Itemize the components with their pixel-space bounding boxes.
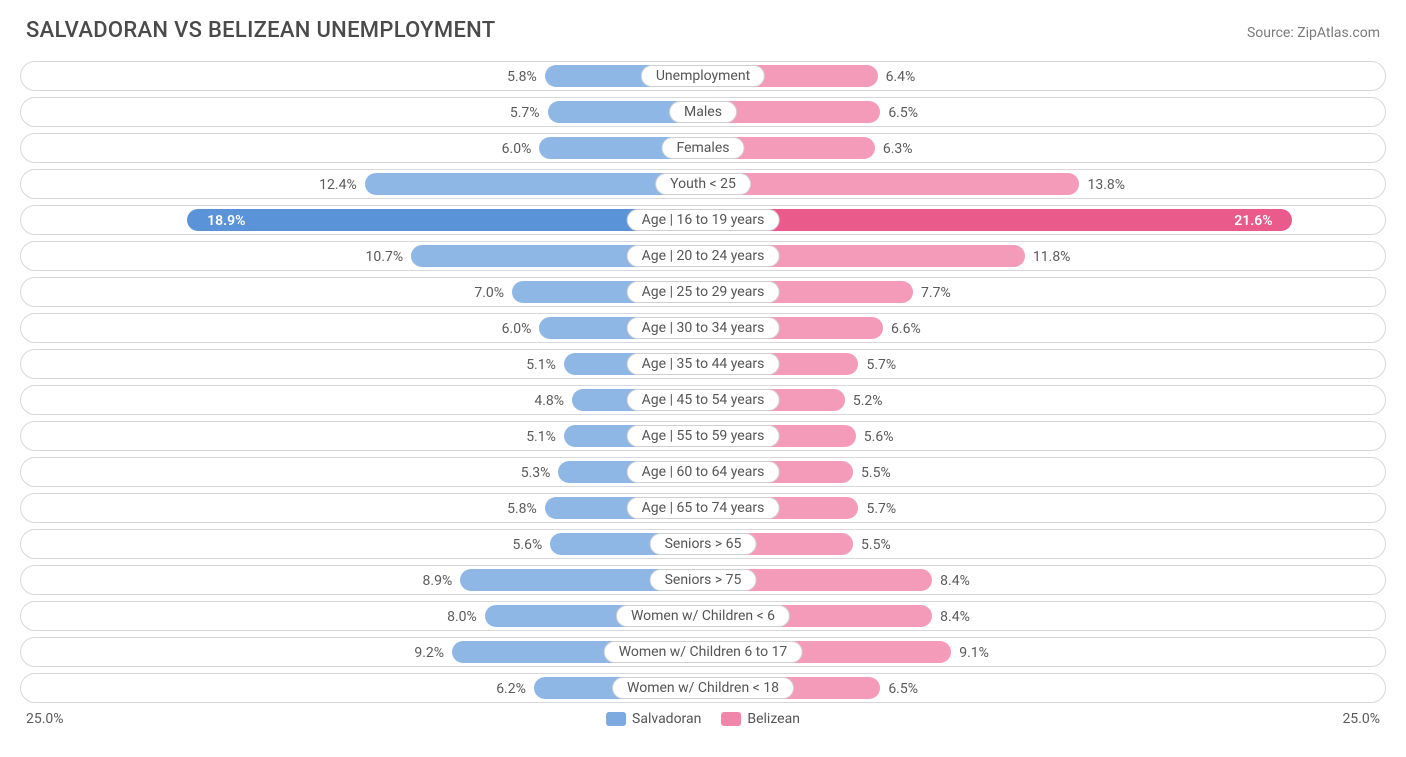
category-label: Women w/ Children < 18: [612, 677, 794, 699]
category-label: Age | 35 to 44 years: [627, 353, 780, 375]
value-right: 6.4%: [886, 62, 916, 90]
category-label: Age | 65 to 74 years: [627, 497, 780, 519]
value-right: 7.7%: [921, 278, 951, 306]
legend-label: Belizean: [747, 711, 800, 727]
chart-row: 5.1% 5.6% Age | 55 to 59 years: [20, 421, 1386, 451]
chart-row: 5.8% 5.7% Age | 65 to 74 years: [20, 493, 1386, 523]
chart-row: 5.7% 6.5% Males: [20, 97, 1386, 127]
category-label: Seniors > 65: [650, 533, 757, 555]
category-label: Age | 16 to 19 years: [627, 209, 780, 231]
bar-left: [187, 209, 703, 231]
value-left: 10.7%: [366, 242, 404, 270]
value-right: 5.7%: [866, 494, 896, 522]
value-right: 5.5%: [861, 530, 891, 558]
value-left: 5.1%: [526, 422, 556, 450]
value-right: 6.5%: [888, 98, 918, 126]
chart-source: Source: ZipAtlas.com: [1247, 25, 1380, 41]
chart-legend: Salvadoran Belizean: [606, 711, 800, 727]
value-right: 5.5%: [861, 458, 891, 486]
chart-row: 18.9% 21.6% Age | 16 to 19 years: [20, 205, 1386, 235]
axis-max-right: 25.0%: [1342, 711, 1380, 727]
value-right: 5.6%: [864, 422, 894, 450]
value-right: 6.6%: [891, 314, 921, 342]
chart-row: 9.2% 9.1% Women w/ Children 6 to 17: [20, 637, 1386, 667]
legend-label: Salvadoran: [632, 711, 701, 727]
chart-row: 5.1% 5.7% Age | 35 to 44 years: [20, 349, 1386, 379]
category-label: Youth < 25: [655, 173, 751, 195]
chart-row: 4.8% 5.2% Age | 45 to 54 years: [20, 385, 1386, 415]
chart-title: SALVADORAN VS BELIZEAN UNEMPLOYMENT: [26, 18, 495, 43]
value-right: 5.7%: [866, 350, 896, 378]
value-left: 7.0%: [474, 278, 504, 306]
value-left: 8.9%: [423, 566, 453, 594]
diverging-bar-chart: 5.8% 6.4% Unemployment 5.7% 6.5% Males 6.0% 6.3…: [20, 61, 1386, 703]
chart-row: 7.0% 7.7% Age | 25 to 29 years: [20, 277, 1386, 307]
value-right: 13.8%: [1087, 170, 1125, 198]
value-left: 5.1%: [526, 350, 556, 378]
value-right: 8.4%: [940, 602, 970, 630]
chart-row: 5.3% 5.5% Age | 60 to 64 years: [20, 457, 1386, 487]
legend-swatch-icon: [721, 712, 741, 726]
chart-row: 8.9% 8.4% Seniors > 75: [20, 565, 1386, 595]
category-label: Women w/ Children < 6: [616, 605, 790, 627]
value-right: 6.3%: [883, 134, 913, 162]
category-label: Age | 25 to 29 years: [627, 281, 780, 303]
value-right: 21.6%: [1222, 206, 1284, 234]
chart-row: 5.6% 5.5% Seniors > 65: [20, 529, 1386, 559]
category-label: Seniors > 75: [650, 569, 757, 591]
value-right: 8.4%: [940, 566, 970, 594]
value-left: 12.4%: [319, 170, 357, 198]
chart-row: 8.0% 8.4% Women w/ Children < 6: [20, 601, 1386, 631]
bar-right: [703, 209, 1292, 231]
legend-item: Salvadoran: [606, 711, 701, 727]
value-left: 6.2%: [496, 674, 526, 702]
chart-row: 6.0% 6.6% Age | 30 to 34 years: [20, 313, 1386, 343]
category-label: Age | 60 to 64 years: [627, 461, 780, 483]
category-label: Women w/ Children 6 to 17: [604, 641, 803, 663]
value-left: 4.8%: [534, 386, 564, 414]
value-left: 5.3%: [521, 458, 551, 486]
value-left: 9.2%: [414, 638, 444, 666]
chart-row: 12.4% 13.8% Youth < 25: [20, 169, 1386, 199]
value-right: 11.8%: [1033, 242, 1071, 270]
chart-header: SALVADORAN VS BELIZEAN UNEMPLOYMENT Sour…: [20, 18, 1386, 43]
value-right: 9.1%: [959, 638, 989, 666]
legend-item: Belizean: [721, 711, 800, 727]
value-right: 5.2%: [853, 386, 883, 414]
value-left: 5.8%: [507, 62, 537, 90]
bar-right: [703, 173, 1079, 195]
chart-row: 6.0% 6.3% Females: [20, 133, 1386, 163]
category-label: Age | 20 to 24 years: [627, 245, 780, 267]
axis-max-left: 25.0%: [26, 711, 64, 727]
value-left: 6.0%: [502, 314, 532, 342]
chart-row: 6.2% 6.5% Women w/ Children < 18: [20, 673, 1386, 703]
value-left: 6.0%: [502, 134, 532, 162]
category-label: Age | 45 to 54 years: [627, 389, 780, 411]
category-label: Females: [662, 137, 745, 159]
chart-row: 5.8% 6.4% Unemployment: [20, 61, 1386, 91]
chart-row: 10.7% 11.8% Age | 20 to 24 years: [20, 241, 1386, 271]
bar-left: [365, 173, 703, 195]
value-left: 5.7%: [510, 98, 540, 126]
value-left: 8.0%: [447, 602, 477, 630]
category-label: Age | 55 to 59 years: [627, 425, 780, 447]
value-left: 18.9%: [195, 206, 257, 234]
value-right: 6.5%: [888, 674, 918, 702]
category-label: Age | 30 to 34 years: [627, 317, 780, 339]
value-left: 5.8%: [507, 494, 537, 522]
value-left: 5.6%: [513, 530, 543, 558]
legend-swatch-icon: [606, 712, 626, 726]
category-label: Males: [669, 101, 737, 123]
chart-footer: 25.0% 25.0% Salvadoran Belizean: [20, 709, 1386, 733]
category-label: Unemployment: [641, 65, 765, 87]
